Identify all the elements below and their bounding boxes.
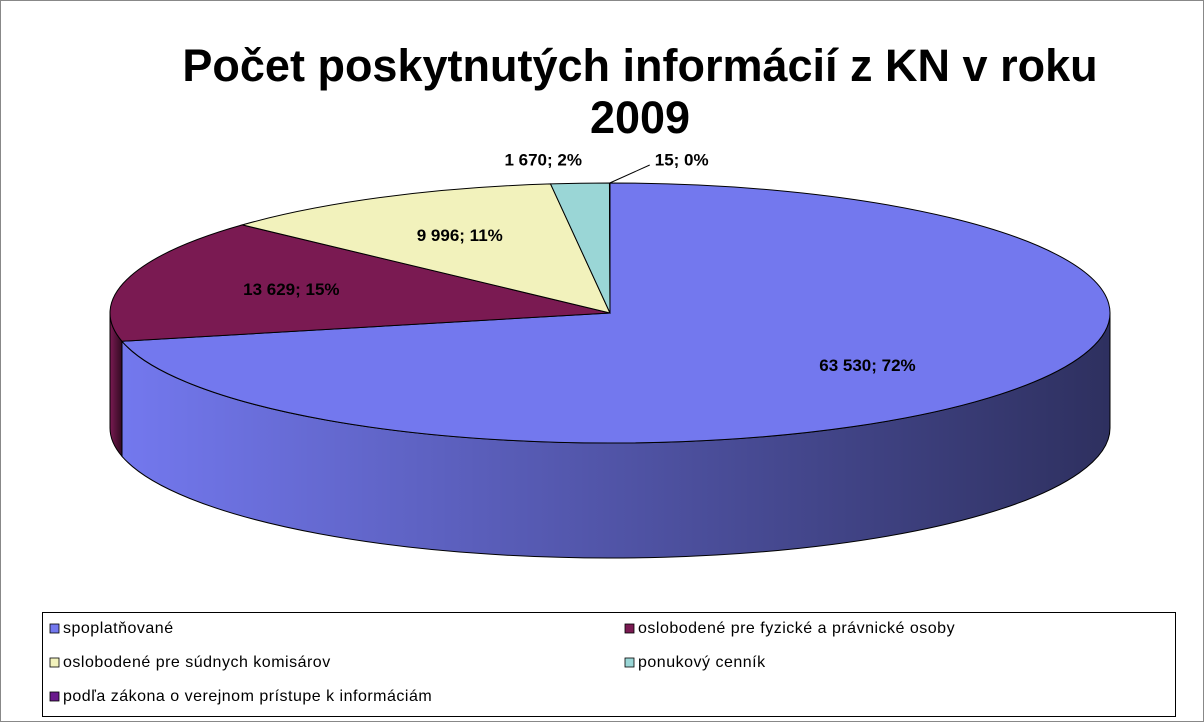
legend-label: ponukový cenník bbox=[638, 654, 766, 671]
legend-swatch bbox=[624, 657, 635, 668]
legend-box bbox=[42, 612, 1176, 717]
chart-title: Počet poskytnutých informácií z KN v rok… bbox=[182, 40, 1098, 143]
pie-slice bbox=[608, 182, 611, 314]
data-label: 63 530; 72% bbox=[819, 356, 915, 375]
pie-slice bbox=[240, 183, 611, 314]
leader-line bbox=[609, 164, 650, 184]
legend-label: oslobodené pre súdnych komisárov bbox=[63, 654, 331, 671]
data-label: 13 629; 15% bbox=[243, 280, 339, 299]
data-label: 9 996; 11% bbox=[417, 226, 503, 245]
legend-label: podľa zákona o verejnom prístupe k infor… bbox=[63, 688, 432, 705]
data-label: 15; 0% bbox=[655, 150, 709, 169]
legend-swatch bbox=[49, 623, 60, 634]
legend-label: spoplatňované bbox=[63, 620, 174, 637]
pie-slice bbox=[109, 224, 611, 342]
legend-swatch bbox=[49, 657, 60, 668]
pie-slice bbox=[120, 182, 1111, 444]
legend-label: oslobodené pre fyzické a právnické osoby bbox=[638, 620, 955, 637]
legend-swatch bbox=[624, 623, 635, 634]
data-label: 1 670; 2% bbox=[504, 151, 582, 170]
legend-swatch bbox=[49, 691, 60, 702]
